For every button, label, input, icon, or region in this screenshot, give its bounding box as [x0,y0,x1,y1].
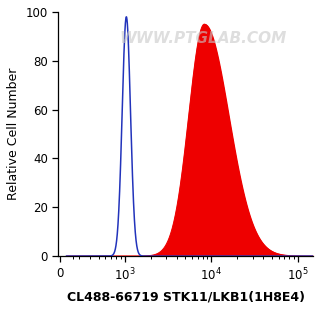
Y-axis label: Relative Cell Number: Relative Cell Number [7,68,20,200]
X-axis label: CL488-66719 STK11/LKB1(1H8E4): CL488-66719 STK11/LKB1(1H8E4) [67,290,305,303]
Text: WWW.PTGLAB.COM: WWW.PTGLAB.COM [120,32,287,46]
